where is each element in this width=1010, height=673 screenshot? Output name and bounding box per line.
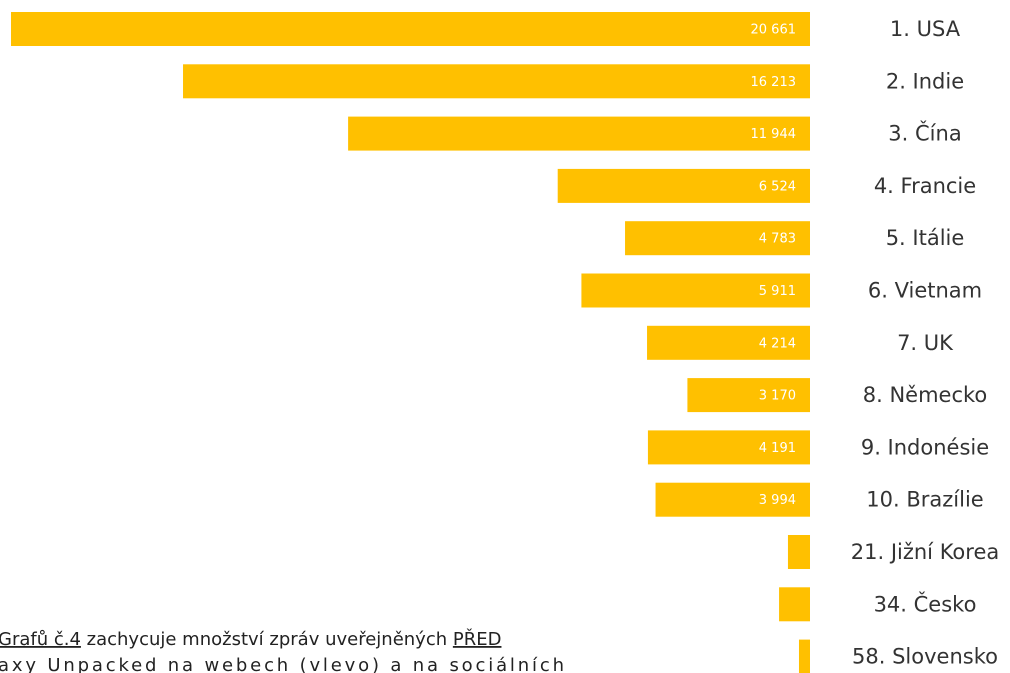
bar [779, 587, 810, 622]
value-label: 16 213 [751, 75, 797, 90]
bar [557, 168, 810, 203]
bar [11, 12, 811, 46]
bar [647, 430, 810, 465]
value-label: 11 944 [751, 127, 797, 142]
bar [625, 221, 810, 256]
annotation-part: PŘED [453, 628, 502, 650]
value-label: 4 214 [759, 336, 796, 351]
value-label: 6 524 [759, 179, 796, 194]
category-label: 1. USA [890, 17, 961, 41]
bar [687, 378, 810, 413]
annotation: Grafů č.4 zachycuje množství zpráv uveře… [0, 628, 501, 650]
bar [581, 273, 810, 308]
category-label: 21. Jižní Korea [851, 540, 999, 564]
annotation-part: Grafů č.4 [0, 629, 81, 650]
category-label: 2. Indie [886, 69, 964, 93]
category-label: 5. Itálie [886, 226, 965, 250]
value-label: 4 191 [759, 441, 796, 456]
value-label: 3 170 [759, 389, 796, 404]
bar [798, 639, 810, 673]
annotation: axy Unpacked na webech (vlevo) a na soci… [0, 655, 564, 673]
category-label: 10. Brazílie [866, 488, 983, 512]
value-label: 20 661 [751, 23, 797, 38]
category-label: 3. Čína [888, 121, 961, 146]
category-label: 58. Slovensko [852, 645, 998, 669]
annotation-part: zachycuje množství zpráv uveřejněných [81, 629, 453, 650]
value-label: 3 994 [759, 493, 796, 508]
category-label: 8. Německo [863, 383, 988, 407]
bar [647, 325, 810, 360]
category-label: 6. Vietnam [868, 279, 982, 303]
category-label: 34. Česko [874, 591, 977, 616]
bar [787, 535, 810, 569]
value-label: 4 783 [759, 232, 796, 247]
value-label: 5 911 [759, 284, 796, 299]
category-label: 7. UK [897, 331, 954, 355]
bar [348, 116, 810, 151]
category-label: 4. Francie [874, 174, 976, 198]
bar [655, 482, 810, 517]
annotation-part: axy Unpacked na webech (vlevo) a na soci… [0, 655, 564, 673]
bar [183, 64, 810, 99]
category-label: 9. Indonésie [861, 435, 989, 459]
